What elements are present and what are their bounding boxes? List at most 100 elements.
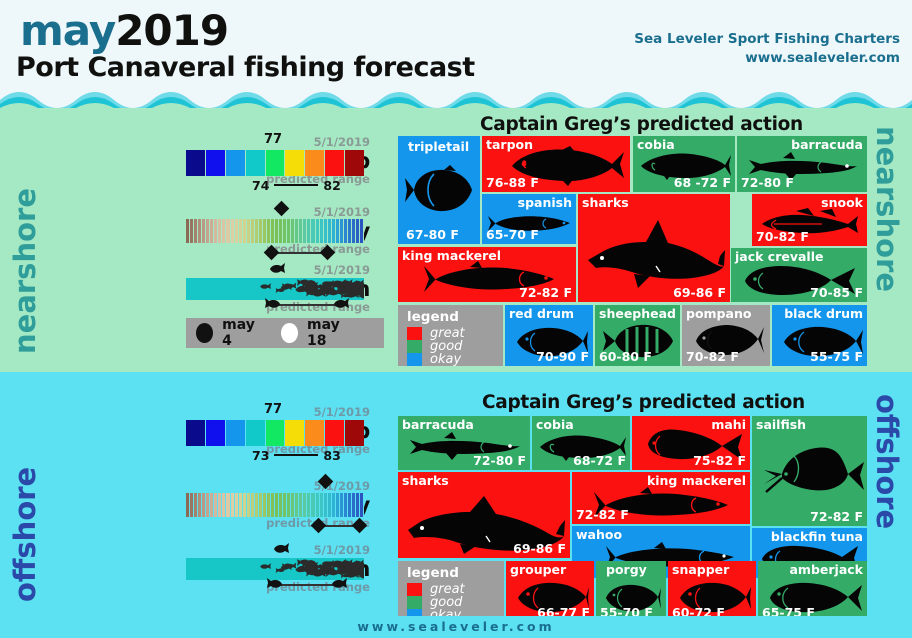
section-label-nearshore-right: nearshore [870,126,904,292]
legend-row-good: good [407,339,462,354]
tile-mahi[interactable]: mahi 75-82 F [632,416,750,470]
section-offshore: offshore offshore 5/1/2019 water temp pr… [0,372,912,638]
tile-grouper[interactable]: grouper 66-77 F [506,561,594,622]
tile-barracuda[interactable]: barracuda 72-80 F [737,136,867,192]
legend-row-okay: okay [407,352,461,367]
tile-tarpon[interactable]: tarpon 76-88 F [482,136,630,192]
water-temp-range-low: 74 [252,178,270,193]
tile-sharks-offshore[interactable]: sharks 69-86 F [398,472,570,558]
water-temp-current-value: 77 [264,132,283,147]
metric-bait-fish-offshore: 5/1/2019 bait fish predicted range [0,543,370,596]
bait-fish-current-marker [274,543,289,553]
tile-temp: 68 -72 F [673,175,731,190]
section-nearshore: nearshore nearshore 5/1/2019 water temp … [0,108,912,372]
tile-name: sheephead [599,306,677,321]
legend-label: great [430,582,465,597]
header-month: may [20,6,116,55]
tile-name: sharks [402,473,449,488]
tile-temp: 72-82 F [576,507,629,522]
cobia-icon [633,136,735,192]
tile-king-mackerel[interactable]: king mackerel 72-82 F [398,247,576,302]
tile-temp: 67-80 F [406,227,459,242]
water-temp-scale [186,150,365,176]
tile-snapper[interactable]: snapper 60-72 F [668,561,756,622]
bait-fish-range-line [276,304,338,306]
legend-offshore: legend great good okay [398,561,504,623]
jack-crevalle-icon [731,248,867,302]
tile-barracuda-offshore[interactable]: barracuda 72-80 F [398,416,530,470]
legend-row-great: great [407,326,465,341]
tile-name: barracuda [402,417,474,432]
legend-row-great: great [407,582,465,597]
shark-icon [398,472,570,558]
water-clarity-range-line [322,525,360,527]
tarpon-icon [482,136,630,192]
cobia-icon [532,416,630,470]
water-clarity-scale [186,493,365,517]
water-temp-range: 73 83 [252,448,341,463]
bait-fish-scale [186,558,364,580]
tile-sheephead[interactable]: sheephead 60-80 F [595,305,680,366]
new-moon-icon [196,323,214,343]
water-temp-range: 74 82 [252,178,341,193]
metric-water-temp-offshore: 5/1/2019 water temp predicted range 77 7… [0,402,370,463]
tile-jack-crevalle[interactable]: jack crevalle 70-85 F [731,248,867,302]
tile-name: snapper [672,562,730,577]
red-drum-icon [505,305,593,366]
tripletail-icon [398,136,480,244]
bait-fish-current-marker [270,263,285,273]
tile-temp: 70-85 F [810,285,863,300]
tile-sailfish[interactable]: sailfish 72-82 F [752,416,867,526]
footer-website[interactable]: www.sealeveler.com [357,619,555,634]
bait-fish-range-low-marker [265,298,280,308]
section-label-offshore-right: offshore [870,394,904,530]
tile-name: cobia [536,417,574,432]
tile-spanish[interactable]: spanish 65-70 F [482,194,576,244]
tile-pompano[interactable]: pompano 70-82 F [682,305,770,366]
metric-date: 5/1/2019 [313,135,370,149]
tile-cobia[interactable]: cobia 68 -72 F [633,136,735,192]
metric-date: 5/1/2019 [313,263,370,277]
pompano-icon [682,305,770,366]
moon-phases-box: may 4 may 18 [186,317,384,349]
metric-bait-fish-nearshore: 5/1/2019 bait fish predicted range [0,263,370,316]
legend-swatch-good [407,596,422,609]
tile-name: cobia [637,137,675,152]
tile-name: pompano [686,306,752,321]
tile-red-drum[interactable]: red drum 70-90 F [505,305,593,366]
tile-cobia-offshore[interactable]: cobia 68-72 F [532,416,630,470]
amberjack-icon [758,561,867,622]
tile-name: sharks [582,195,629,210]
company-name: Sea Leveler Sport Fishing Charters [634,31,900,47]
black-drum-icon [772,305,867,366]
water-temp-range-high: 82 [323,178,341,193]
tile-king-mackerel-offshore[interactable]: king mackerel 72-82 F [572,472,750,524]
tile-tripletail[interactable]: tripletail 67-80 F [398,136,480,244]
tile-temp: 68-72 F [573,453,626,468]
tile-porgy[interactable]: porgy 55-70 F [596,561,666,622]
tile-black-drum[interactable]: black drum 55-75 F [772,305,867,366]
tile-temp: 76-88 F [486,175,539,190]
tile-name: jack crevalle [735,249,824,264]
tile-temp: 72-80 F [473,453,526,468]
metric-water-clarity-nearshore: 5/1/2019 water clarity predicted range [0,200,370,261]
tile-name: amberjack [789,562,864,577]
tile-temp: 69-86 F [673,285,726,300]
tile-amberjack[interactable]: amberjack 65-75 F [758,561,867,622]
legend-nearshore: legend great good okay [398,305,503,367]
tile-name: red drum [509,306,574,321]
tile-name: black drum [784,306,863,321]
snapper-icon [668,561,756,622]
bait-fish-scale [186,278,364,300]
company-website[interactable]: www.sealeveler.com [745,50,900,66]
tile-temp: 72-82 F [519,285,572,300]
header-subtitle: Port Canaveral fishing forecast [16,52,475,83]
bait-fish-range-high-marker [332,578,347,588]
tile-temp: 55-75 F [810,349,863,364]
tile-snook[interactable]: snook 70-82 F [752,194,867,246]
tile-sharks[interactable]: sharks 69-86 F [578,194,730,302]
bait-fish-range-low-marker [267,578,282,588]
metric-water-temp-nearshore: 5/1/2019 water temp predicted range 77 7… [0,132,370,193]
tile-name: king mackerel [646,473,746,488]
